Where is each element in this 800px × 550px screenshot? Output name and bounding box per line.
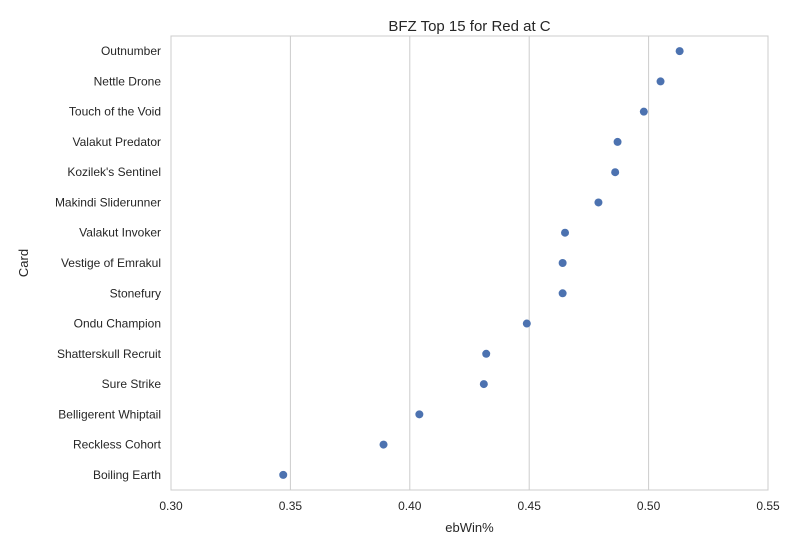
y-tick-label: Vestige of Emrakul bbox=[61, 256, 161, 270]
y-tick-label: Outnumber bbox=[101, 44, 161, 58]
y-tick-labels: Outnumber Nettle Drone Touch of the Void Va… bbox=[55, 44, 162, 482]
data-point bbox=[279, 470, 288, 479]
y-tick-label: Touch of the Void bbox=[69, 105, 161, 119]
y-tick-label: Reckless Cohort bbox=[73, 438, 162, 452]
y-tick-label: Belligerent Whiptail bbox=[58, 407, 161, 421]
data-points bbox=[279, 47, 684, 479]
data-point bbox=[415, 410, 424, 419]
x-axis-title: ebWin% bbox=[445, 520, 494, 535]
y-tick-label: Makindi Sliderunner bbox=[55, 195, 161, 209]
chart-title: BFZ Top 15 for Red at C bbox=[388, 18, 550, 35]
y-tick-label: Ondu Champion bbox=[74, 317, 161, 331]
data-point bbox=[558, 289, 567, 298]
data-point bbox=[479, 380, 488, 389]
y-tick-label: Stonefury bbox=[110, 286, 161, 300]
x-tick-label: 0.55 bbox=[756, 499, 780, 513]
data-point bbox=[639, 107, 648, 116]
data-point bbox=[613, 137, 622, 146]
data-point bbox=[379, 440, 388, 449]
plot-frame bbox=[170, 35, 769, 491]
x-tick-label: 0.50 bbox=[637, 499, 661, 513]
x-tick-label: 0.40 bbox=[398, 499, 422, 513]
data-point bbox=[675, 47, 684, 56]
x-tick-label: 0.30 bbox=[159, 499, 183, 513]
x-tick-labels: 0.30 0.35 0.40 0.45 0.50 0.55 bbox=[159, 499, 780, 513]
y-tick-label: Valakut Predator bbox=[73, 135, 162, 149]
y-tick-label: Sure Strike bbox=[102, 377, 162, 391]
x-tick-label: 0.35 bbox=[279, 499, 303, 513]
data-point bbox=[594, 198, 603, 207]
data-point bbox=[522, 319, 531, 328]
y-tick-label: Valakut Invoker bbox=[79, 226, 161, 240]
grid-lines bbox=[170, 36, 769, 490]
data-point bbox=[561, 228, 570, 237]
data-point bbox=[611, 168, 620, 177]
y-tick-label: Boiling Earth bbox=[93, 468, 161, 482]
data-point bbox=[482, 349, 491, 358]
x-tick-label: 0.45 bbox=[518, 499, 542, 513]
data-point bbox=[656, 77, 665, 86]
y-tick-label: Nettle Drone bbox=[94, 74, 162, 88]
data-point bbox=[558, 259, 567, 267]
y-axis-title: Card bbox=[16, 249, 31, 277]
y-tick-label: Kozilek's Sentinel bbox=[67, 165, 161, 179]
y-tick-label: Shatterskull Recruit bbox=[57, 347, 162, 361]
